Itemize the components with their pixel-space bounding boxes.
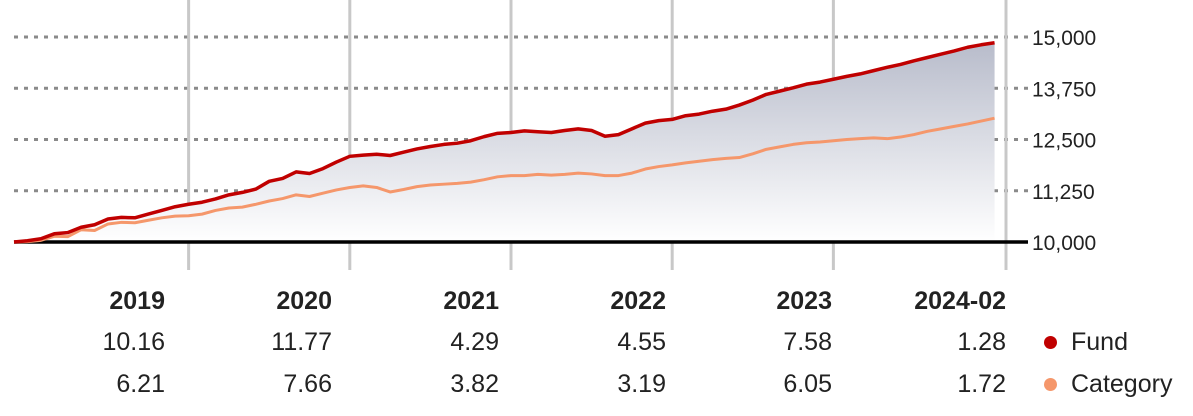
fund-return-value: 1.28 xyxy=(957,328,1006,356)
legend-label: Fund xyxy=(1071,328,1128,356)
year-header: 2023 xyxy=(776,287,832,315)
growth-chart: 15,000 13,750 12,500 11,250 10,000 xyxy=(13,0,1096,270)
category-return-value: 3.82 xyxy=(450,370,499,398)
year-header: 2022 xyxy=(610,287,666,315)
annual-returns-table: 2019 2020 2021 2022 2023 2024-02 10.16 1… xyxy=(0,282,1193,416)
year-header: 2021 xyxy=(443,287,499,315)
fund-return-value: 4.55 xyxy=(617,328,666,356)
fund-return-value: 4.29 xyxy=(450,328,499,356)
fund-legend-marker xyxy=(1044,336,1057,349)
y-tick-label: 12,500 xyxy=(1032,130,1096,153)
legend-item-fund: Fund xyxy=(1044,328,1128,357)
category-return-value: 1.72 xyxy=(957,370,1006,398)
year-header: 2019 xyxy=(109,287,165,315)
y-tick-label: 10,000 xyxy=(1032,232,1096,255)
category-series-line xyxy=(13,116,995,244)
y-tick-label: 13,750 xyxy=(1032,78,1096,101)
y-tick-label: 11,250 xyxy=(1032,181,1095,204)
y-tick-label: 15,000 xyxy=(1032,27,1096,50)
category-return-value: 6.21 xyxy=(116,370,165,398)
year-header: 2024-02 xyxy=(914,287,1006,315)
fund-return-value: 11.77 xyxy=(271,328,332,356)
fund-return-value: 7.58 xyxy=(783,328,832,356)
category-return-value: 3.19 xyxy=(617,370,666,398)
category-legend-marker xyxy=(1044,378,1057,391)
legend-item-category: Category xyxy=(1044,370,1172,399)
category-return-value: 7.66 xyxy=(283,370,332,398)
category-return-value: 6.05 xyxy=(783,370,832,398)
fund-return-value: 10.16 xyxy=(102,328,165,356)
legend-label: Category xyxy=(1071,370,1173,398)
year-header: 2020 xyxy=(276,287,332,315)
fund-area-fill xyxy=(14,42,995,242)
fund-series-line xyxy=(13,41,995,244)
